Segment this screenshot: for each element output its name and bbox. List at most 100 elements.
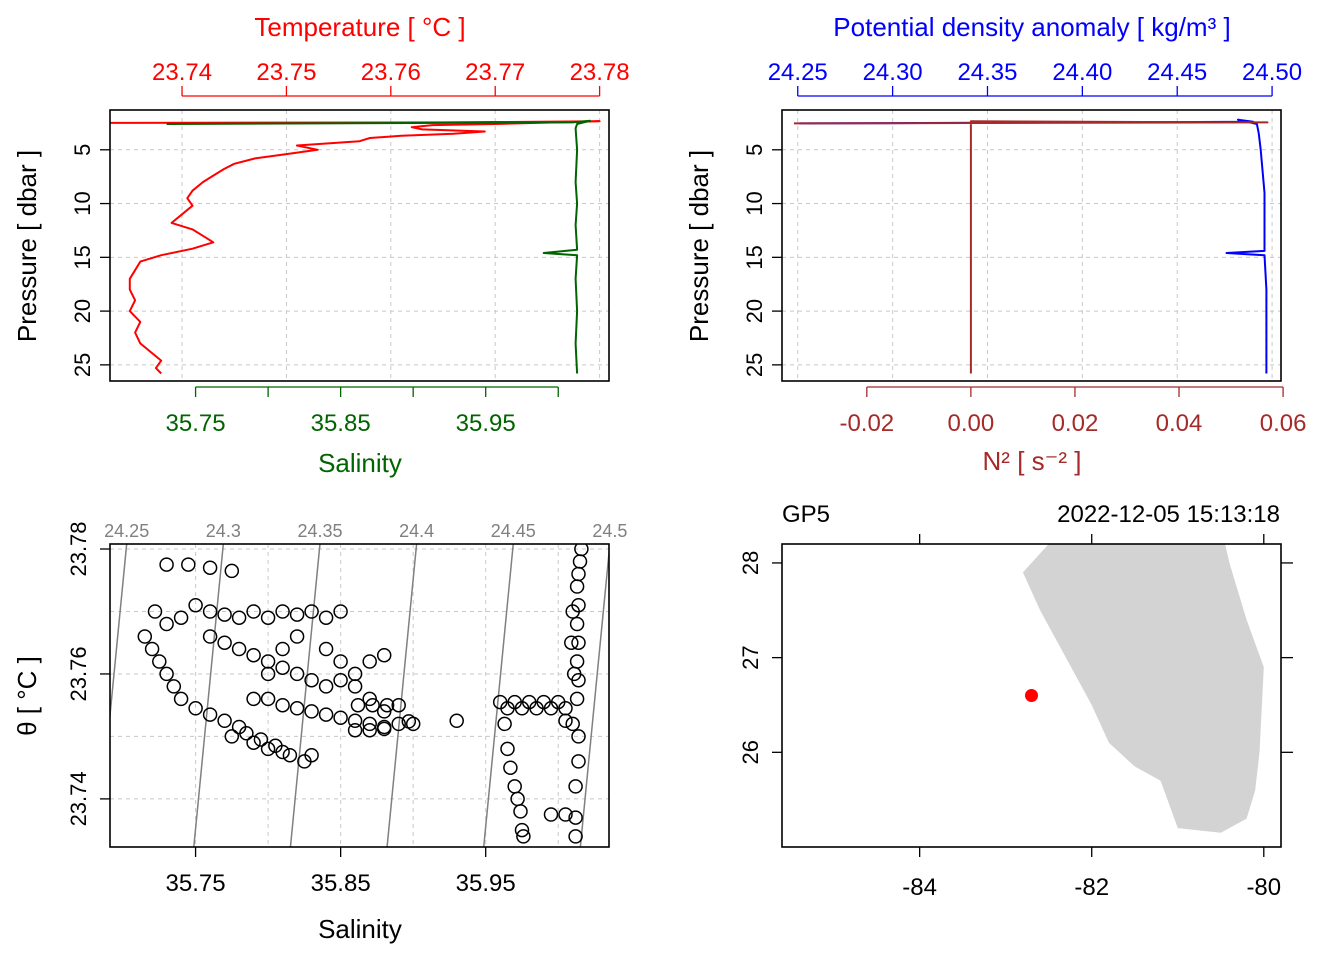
ts-point-6 <box>173 610 189 625</box>
p3-xtick-label-35.95: 35.95 <box>456 870 516 897</box>
density-axis-title-text: Potential density anomaly [ kg/m³ ] <box>833 12 1230 42</box>
ts-point-28 <box>239 726 254 741</box>
ts-point-59 <box>365 697 380 713</box>
ts-point-106 <box>571 729 586 744</box>
p3-axes: 35.75 35.85 35.95 23.74 23.76 23.78 <box>66 521 516 897</box>
ts-point-35 <box>217 635 232 650</box>
p3-ytick-label-23.74: 23.74 <box>66 771 91 826</box>
ts-point-96 <box>514 822 530 838</box>
p3-ytick-label-23.76: 23.76 <box>66 646 91 701</box>
ts-point-56 <box>391 716 406 732</box>
p1-series-temperature <box>109 120 601 375</box>
p1-ytick-label-15: 15 <box>70 245 95 269</box>
ts-point-3 <box>224 563 240 579</box>
ts-point-101 <box>565 716 580 732</box>
p3-isopycnal-0 <box>110 544 128 723</box>
ts-point-92 <box>503 760 518 775</box>
station-name: GP5 <box>782 501 830 528</box>
p1-series <box>109 119 601 375</box>
ts-point-22 <box>166 679 182 694</box>
ts-point-90 <box>497 716 512 732</box>
p3-isopycnal-label-3: 24.4 <box>399 521 434 541</box>
ts-point-40 <box>289 666 305 682</box>
p1-axes: 5 10 15 20 25 23.74 23.75 23.76 23.77 23.78 35.75 3… <box>70 59 630 437</box>
ts-point-111 <box>569 616 585 632</box>
p4-xtick-label--84: -84 <box>902 874 937 901</box>
station-marker <box>1025 689 1038 702</box>
ts-point-87 <box>529 701 544 716</box>
ts-point-26 <box>217 713 232 729</box>
p4-land <box>1022 544 1264 833</box>
p2-top-tick-label-24.35: 24.35 <box>957 59 1017 86</box>
ts-point-86 <box>514 701 530 716</box>
ts-point-24 <box>188 701 203 716</box>
p2-ytick-label-10: 10 <box>742 191 767 215</box>
panel-density-n2: 5 10 15 20 25 24.25 24.30 24.35 24.40 24.45 24.50 -… <box>684 12 1306 476</box>
p2-top-tick-label-24.45: 24.45 <box>1147 59 1207 86</box>
p4-ytick-label-26: 26 <box>738 740 763 764</box>
ts-point-68 <box>246 735 261 750</box>
p3-isopycnal-5 <box>579 545 609 847</box>
ts-point-51 <box>318 707 334 722</box>
p4-xtick-label--80: -80 <box>1246 874 1281 901</box>
ts-point-113 <box>569 579 585 594</box>
p3-isopycnal-2 <box>289 544 321 847</box>
ts-point-19 <box>144 641 160 657</box>
p3-points <box>137 544 589 844</box>
ts-point-15 <box>304 604 319 619</box>
density-axis-title: Potential density anomaly [ kg/m³ ] <box>833 12 1230 42</box>
ts-point-91 <box>500 741 515 757</box>
p2-ytick-label-5: 5 <box>742 144 767 156</box>
ts-point-65 <box>401 714 417 729</box>
p3-isopycnal-label-4: 24.45 <box>491 521 536 541</box>
p1-bottom-tick-label-35.75: 35.75 <box>166 410 226 437</box>
ts-point-18 <box>137 629 153 644</box>
p3-frame <box>109 543 610 848</box>
temperature-axis-title: Temperature [ °C ] <box>254 12 465 42</box>
p2-top-tick-label-24.25: 24.25 <box>768 59 828 86</box>
ts-point-115 <box>572 554 588 569</box>
ts-point-85 <box>500 701 515 716</box>
ts-point-42 <box>318 679 334 694</box>
ts-point-78 <box>362 691 377 707</box>
p1-bottom-tick-label-35.85: 35.85 <box>311 410 371 437</box>
ts-point-2 <box>202 560 218 575</box>
p4-xtick-label--82: -82 <box>1074 874 1109 901</box>
ts-point-37 <box>246 647 261 663</box>
ts-point-47 <box>260 691 276 707</box>
ts-point-114 <box>571 566 586 582</box>
p2-ytick-label-25: 25 <box>742 353 767 377</box>
ts-point-74 <box>289 629 305 644</box>
p1-top-tick-label-23.74: 23.74 <box>152 59 212 86</box>
ts-point-72 <box>260 666 276 682</box>
ts-point-93 <box>507 779 522 794</box>
ts-salinity-axis-title: Salinity <box>318 914 402 944</box>
ts-point-53 <box>347 713 363 729</box>
ts-point-103 <box>568 810 583 825</box>
ts-point-104 <box>568 829 583 844</box>
p1-ytick-label-5: 5 <box>70 144 95 156</box>
ts-point-102 <box>568 779 583 794</box>
ts-point-14 <box>289 607 305 622</box>
ts-point-31 <box>282 747 298 763</box>
ts-point-48 <box>275 697 290 713</box>
ts-point-11 <box>246 604 261 619</box>
ts-point-13 <box>275 604 290 619</box>
ts-point-69 <box>260 741 276 757</box>
station-datetime: 2022-12-05 15:13:18 <box>1057 501 1280 528</box>
ts-point-119 <box>566 666 582 682</box>
ts-point-118 <box>564 635 579 650</box>
ts-point-25 <box>202 707 218 722</box>
p1-bottom-tick-label-35.95: 35.95 <box>456 410 516 437</box>
ts-point-116 <box>574 544 589 557</box>
ts-point-41 <box>304 672 319 688</box>
ts-point-70 <box>275 744 290 760</box>
p4-ytick-label-28: 28 <box>738 551 763 575</box>
p1-top-tick-label-23.78: 23.78 <box>570 59 630 86</box>
n2-axis-title: N² [ s⁻² ] <box>983 446 1082 476</box>
p2-ytick-label-15: 15 <box>742 245 767 269</box>
p2-bottom-tick-label-0.02: 0.02 <box>1052 410 1099 437</box>
ts-point-105 <box>571 754 586 769</box>
p1-top-tick-label-23.77: 23.77 <box>465 59 525 86</box>
ts-point-0 <box>159 557 174 572</box>
